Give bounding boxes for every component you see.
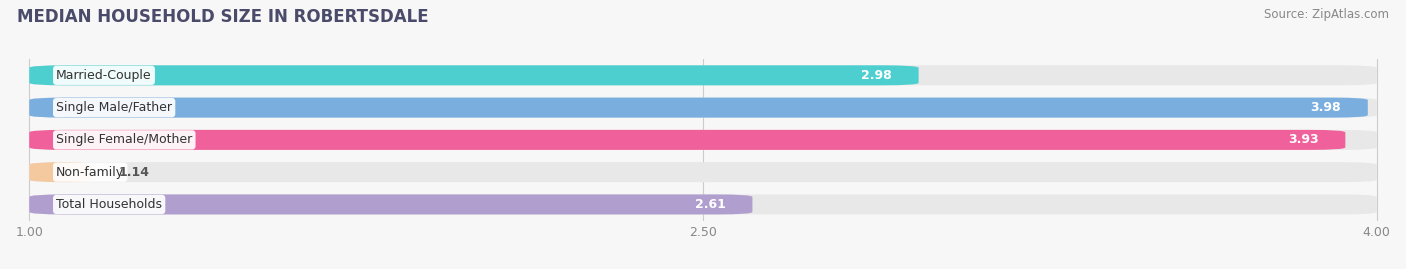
FancyBboxPatch shape [30,194,1376,214]
FancyBboxPatch shape [30,130,1346,150]
Text: MEDIAN HOUSEHOLD SIZE IN ROBERTSDALE: MEDIAN HOUSEHOLD SIZE IN ROBERTSDALE [17,8,429,26]
Text: Total Households: Total Households [56,198,162,211]
Text: Married-Couple: Married-Couple [56,69,152,82]
Text: Source: ZipAtlas.com: Source: ZipAtlas.com [1264,8,1389,21]
FancyBboxPatch shape [30,162,93,182]
FancyBboxPatch shape [30,194,752,214]
Text: 2.98: 2.98 [860,69,891,82]
Text: Non-family: Non-family [56,166,124,179]
Text: 3.93: 3.93 [1288,133,1319,146]
Text: 1.14: 1.14 [120,166,150,179]
Text: Single Female/Mother: Single Female/Mother [56,133,193,146]
FancyBboxPatch shape [30,65,1376,85]
FancyBboxPatch shape [30,98,1376,118]
FancyBboxPatch shape [30,130,1376,150]
Text: 2.61: 2.61 [695,198,725,211]
FancyBboxPatch shape [30,98,1368,118]
FancyBboxPatch shape [30,65,918,85]
FancyBboxPatch shape [30,162,1376,182]
Text: 3.98: 3.98 [1310,101,1341,114]
Text: Single Male/Father: Single Male/Father [56,101,172,114]
